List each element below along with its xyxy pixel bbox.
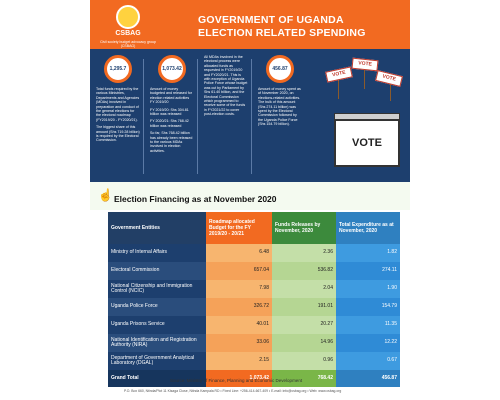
releases-cell: 2.36: [272, 244, 336, 262]
table-row: National Citizenship and Immigration Con…: [108, 280, 400, 298]
budget-cell: 326.72: [206, 298, 272, 316]
budget-cell: 6.48: [206, 244, 272, 262]
expenditure-cell: 274.11: [336, 262, 400, 280]
vote-sign: VOTE: [351, 57, 379, 72]
budget-cell: 1,073.42: [206, 370, 272, 387]
table-total-row: Grand Total 1,073.42 768.42 456.87: [108, 370, 400, 387]
sign-stick: [390, 79, 391, 101]
expenditure-cell: 11.35: [336, 316, 400, 334]
info-text: So far, Shs 768.42 billion has already b…: [150, 131, 193, 153]
figure-bubble: 1,073.42: [158, 55, 186, 83]
info-column-1: 1,295.7 Total funds required by the vari…: [96, 55, 140, 180]
table-row: Department of Government Analytical Labo…: [108, 352, 400, 370]
column-header-releases: Funds Releases by November, 2020: [272, 212, 336, 244]
info-panel: 1,295.7 Total funds required by the vari…: [90, 49, 410, 182]
table-header-row: Government Entities Roadmap allocated Bu…: [108, 212, 400, 244]
source-note: Source: Ministry of Finance, Planning an…: [170, 378, 303, 383]
info-text: FY 2020/21: Shs 768.42 billion was relea…: [150, 119, 189, 128]
figure-bubble: 1,295.7: [104, 55, 132, 83]
vote-sign: VOTE: [325, 66, 353, 83]
figure-bubble: 456.87: [266, 55, 294, 83]
info-column-3: All MDAs involved in the electoral proce…: [204, 55, 248, 180]
expenditure-cell: 1.82: [336, 244, 400, 262]
infographic-page: CSBAG Civil society budget advocacy grou…: [90, 0, 410, 400]
figure-value: 456.87: [272, 66, 288, 72]
column-divider: [143, 59, 144, 174]
info-text: Amount of money budgeted and released fo…: [150, 87, 192, 105]
ballot-box: VOTE: [334, 119, 400, 167]
figure-value: 1,295.7: [109, 66, 127, 72]
entity-cell: National Citizenship and Immigration Con…: [108, 280, 206, 298]
header-banner: CSBAG Civil society budget advocacy grou…: [90, 0, 410, 49]
expenditure-cell: 0.67: [336, 352, 400, 370]
brand-name: CSBAG: [115, 30, 141, 37]
entity-cell: Department of Government Analytical Labo…: [108, 352, 206, 370]
info-column-4: 456.87 Amount of money spent as of Novem…: [258, 55, 302, 180]
info-text: All MDAs involved in the electoral proce…: [204, 55, 248, 117]
expenditure-cell: 456.87: [336, 370, 400, 387]
column-header-expenditure: Total Expenditure as at November, 2020: [336, 212, 400, 244]
expenditure-cell: 12.22: [336, 334, 400, 352]
ballot-illustration: VOTE VOTE VOTE VOTE: [320, 55, 406, 177]
csbag-logo: CSBAG Civil society budget advocacy grou…: [98, 3, 158, 48]
budget-cell: 40.01: [206, 316, 272, 334]
entity-cell: Ministry of Internal Affairs: [108, 244, 206, 262]
budget-cell: 7.98: [206, 280, 272, 298]
info-text: Amount of money spent as of November 202…: [258, 87, 301, 127]
entity-cell: Uganda Prisons Service: [108, 316, 206, 334]
table-row: Uganda Police Force 326.72 191.01 154.79: [108, 298, 400, 316]
info-column-2: 1,073.42 Amount of money budgeted and re…: [150, 55, 194, 180]
sign-stick: [364, 67, 365, 89]
releases-cell: 2.04: [272, 280, 336, 298]
figure-value: 1,073.42: [162, 66, 182, 72]
brand-tagline: Civil society budget advocacy group (CSB…: [100, 40, 156, 48]
sun-emblem-icon: [116, 5, 140, 29]
releases-cell: 0.96: [272, 352, 336, 370]
entity-cell: Uganda Police Force: [108, 298, 206, 316]
releases-cell: 191.01: [272, 298, 336, 316]
entity-cell: Grand Total: [108, 370, 206, 387]
column-header-entities: Government Entities: [108, 212, 206, 244]
column-divider: [197, 59, 198, 174]
section-header-band: [90, 182, 410, 210]
table-row: Uganda Prisons Service 40.01 20.27 11.35: [108, 316, 400, 334]
entity-cell: Electoral Commission: [108, 262, 206, 280]
sign-stick: [338, 77, 339, 99]
expenditure-cell: 1.90: [336, 280, 400, 298]
page-title-line-1: GOVERNMENT OF UGANDA: [198, 14, 344, 26]
table-row: National Identification and Registration…: [108, 334, 400, 352]
contact-footer: P.O. Box 660, Ntinda/Plot 11 Kisaga Clos…: [124, 389, 342, 393]
expenditure-cell: 154.79: [336, 298, 400, 316]
budget-cell: 2.15: [206, 352, 272, 370]
releases-cell: 20.27: [272, 316, 336, 334]
budget-cell: 657.04: [206, 262, 272, 280]
table-row: Ministry of Internal Affairs 6.48 2.36 1…: [108, 244, 400, 262]
pointing-hand-icon: ☝: [98, 188, 113, 202]
releases-cell: 768.42: [272, 370, 336, 387]
page-title-line-2: ELECTION RELATED SPENDING: [198, 27, 366, 39]
vote-sign: VOTE: [375, 70, 403, 87]
column-header-budget: Roadmap allocated Budget for the FY 2019…: [206, 212, 272, 244]
budget-cell: 33.06: [206, 334, 272, 352]
ballot-box-label: VOTE: [352, 137, 382, 149]
releases-cell: 536.82: [272, 262, 336, 280]
info-text: The biggest share of this amount (Shs 71…: [96, 125, 140, 143]
info-text: FY 2019/20: Shs 304.81 billion was relea…: [150, 107, 189, 117]
column-divider: [251, 59, 252, 174]
election-financing-table: Government Entities Roadmap allocated Bu…: [108, 212, 400, 387]
table-row: Electoral Commission 657.04 536.82 274.1…: [108, 262, 400, 280]
info-text: Total funds required by the various Mini…: [96, 87, 140, 122]
releases-cell: 14.96: [272, 334, 336, 352]
section-title: Election Financing as at November 2020: [114, 194, 277, 204]
entity-cell: National Identification and Registration…: [108, 334, 206, 352]
